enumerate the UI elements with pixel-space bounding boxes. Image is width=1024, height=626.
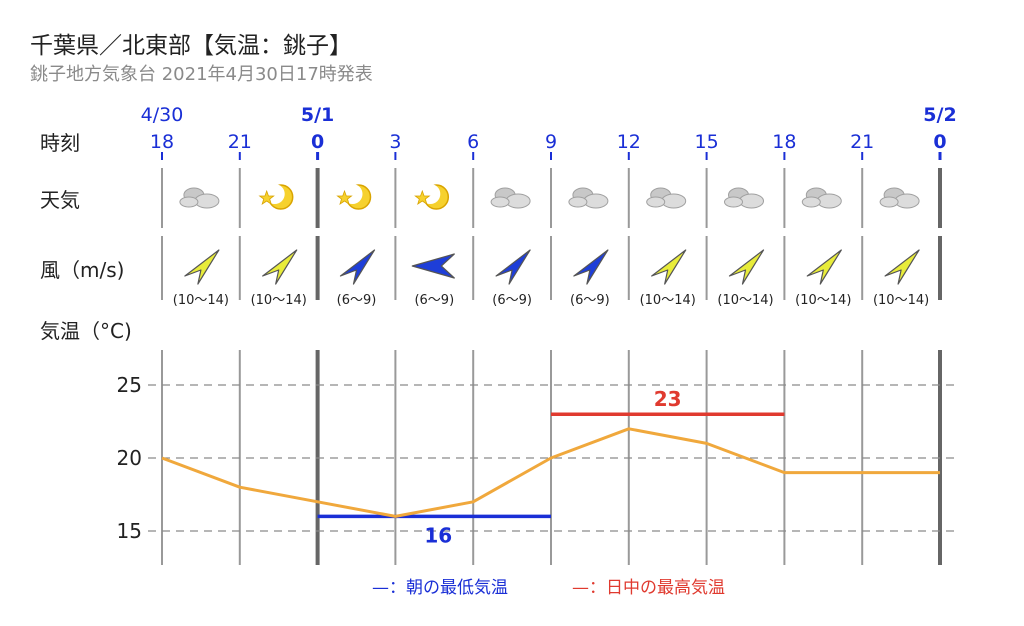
legend-min: —：朝の最低気温 bbox=[372, 578, 508, 598]
wind-arrow-icon bbox=[651, 249, 687, 285]
wind-arrows: (10〜14) (10〜14) (6〜9) (6〜9) (6〜9) (6〜9) (10〜14… bbox=[173, 249, 929, 308]
moon-icon bbox=[414, 184, 450, 210]
wind-speed-label: (10〜14) bbox=[251, 293, 307, 308]
time-row-label: 時刻 bbox=[40, 131, 80, 155]
cloud-icon bbox=[724, 187, 764, 209]
date-labels: 4/30 5/1 5/2 bbox=[141, 104, 957, 126]
moon-icon bbox=[336, 184, 372, 210]
cloud-icon bbox=[879, 187, 920, 209]
legend-max: —：日中の最高気温 bbox=[572, 578, 725, 598]
hour-tick-label: 18 bbox=[150, 131, 174, 153]
temp-row-label: 気温（°C) bbox=[40, 319, 132, 343]
wind-speed-label: (6〜9) bbox=[492, 293, 532, 308]
column-dividers bbox=[161, 168, 942, 565]
date-label: 5/1 bbox=[301, 104, 334, 126]
wind-speed-label: (6〜9) bbox=[414, 293, 454, 308]
wind-speed-label: (6〜9) bbox=[337, 293, 377, 308]
hour-tick-label: 18 bbox=[772, 131, 796, 153]
cloud-icon bbox=[490, 187, 531, 209]
cloud-icon bbox=[801, 187, 842, 209]
wind-speed-label: (10〜14) bbox=[795, 293, 851, 308]
moon-icon bbox=[258, 184, 294, 210]
hour-tick-label: 9 bbox=[545, 131, 557, 153]
issued-info: 銚子地方気象台 2021年4月30日17時発表 bbox=[30, 64, 373, 85]
wind-speed-label: (6〜9) bbox=[570, 293, 610, 308]
wind-arrow-icon bbox=[728, 249, 765, 285]
wind-arrow-icon bbox=[262, 249, 298, 285]
wind-speed-label: (10〜14) bbox=[873, 293, 929, 308]
date-label: 4/30 bbox=[141, 104, 184, 126]
page-title: 千葉県／北東部【気温：銚子】 bbox=[30, 33, 352, 59]
wind-arrow-icon bbox=[339, 249, 376, 285]
weather-row-label: 天気 bbox=[40, 188, 80, 212]
hour-tick-label: 15 bbox=[695, 131, 719, 153]
hour-tick-label: 21 bbox=[850, 131, 874, 153]
wind-speed-label: (10〜14) bbox=[640, 293, 696, 308]
wind-arrow-icon bbox=[411, 253, 455, 279]
max-temp-label: 23 bbox=[654, 387, 682, 411]
date-label: 5/2 bbox=[923, 104, 956, 126]
temp-axis-tick: 15 bbox=[117, 519, 142, 543]
hour-tick-label: 3 bbox=[389, 131, 401, 153]
hour-ticks: 18 21 0 3 6 9 12 15 18 21 0 bbox=[150, 131, 947, 160]
min-temp-label: 16 bbox=[424, 523, 452, 547]
wind-speed-label: (10〜14) bbox=[173, 293, 229, 308]
cloud-icon bbox=[179, 187, 220, 209]
wind-arrow-icon bbox=[806, 249, 842, 285]
wind-arrow-icon bbox=[495, 249, 531, 285]
min-max-bars: 23 16 bbox=[317, 387, 785, 547]
hour-tick-label: 12 bbox=[617, 131, 641, 153]
temp-axis-tick: 25 bbox=[117, 373, 142, 397]
wind-speed-label: (10〜14) bbox=[717, 293, 773, 308]
temp-axis-tick: 20 bbox=[117, 446, 142, 470]
wind-arrow-icon bbox=[884, 249, 920, 285]
wind-row-label: 風（m/s) bbox=[40, 258, 124, 282]
wind-arrow-icon bbox=[184, 249, 220, 285]
wind-arrow-icon bbox=[573, 249, 609, 285]
hour-tick-label: 21 bbox=[228, 131, 252, 153]
hour-tick-label: 0 bbox=[311, 131, 324, 153]
cloud-icon bbox=[646, 187, 687, 209]
temp-axis-ticks: 25 20 15 bbox=[117, 373, 142, 543]
cloud-icon bbox=[568, 187, 609, 209]
weather-icons bbox=[179, 184, 920, 210]
hour-tick-label: 0 bbox=[933, 131, 946, 153]
hour-tick-label: 6 bbox=[467, 131, 479, 153]
temp-line bbox=[161, 427, 941, 518]
